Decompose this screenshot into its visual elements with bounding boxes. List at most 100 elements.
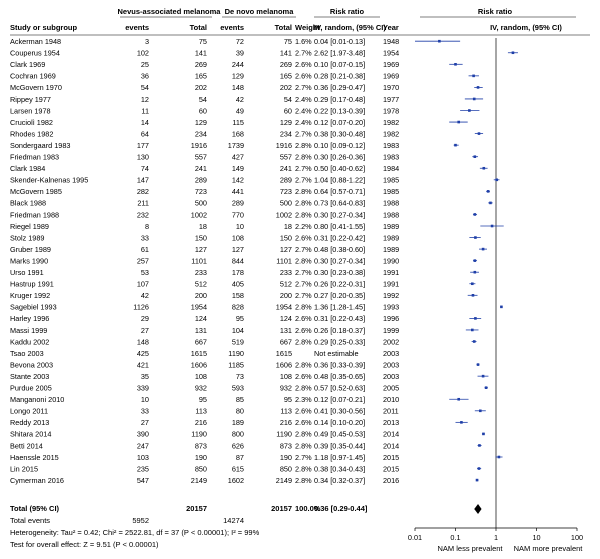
study-year: 2010 <box>383 395 399 404</box>
nevus-events: 36 <box>141 72 149 81</box>
nevus-events: 74 <box>141 164 149 173</box>
study-name: Sagebiel 1993 <box>10 303 57 312</box>
x-tick-label: 100 <box>571 533 583 542</box>
rr-left-subheader: IV, random, (95% CI) <box>314 23 386 32</box>
study-name: Haenssle 2015 <box>10 453 59 462</box>
study-name: Stante 2003 <box>10 372 49 381</box>
denovo-total: 124 <box>280 314 292 323</box>
point-estimate <box>472 74 475 78</box>
study-name: Bevona 2003 <box>10 360 53 369</box>
study-year: 1982 <box>383 118 399 127</box>
nevus-total: 289 <box>195 176 207 185</box>
study-weight: 2.7% <box>295 280 312 289</box>
study-name: Massi 1999 <box>10 326 47 335</box>
denovo-total: 190 <box>280 453 292 462</box>
nevus-events: 257 <box>137 256 149 265</box>
denovo-events: 127 <box>232 245 244 254</box>
denovo-total: 200 <box>280 291 292 300</box>
point-estimate <box>500 305 503 309</box>
study-name: Friedman 1983 <box>10 153 59 162</box>
nevus-total: 127 <box>195 245 207 254</box>
study-year: 1969 <box>383 60 399 69</box>
study-weight: 2.7% <box>295 164 312 173</box>
denovo-total: 1954 <box>276 303 292 312</box>
study-weight: 2.4% <box>295 95 312 104</box>
point-estimate <box>476 86 480 89</box>
nevus-events: 547 <box>137 476 149 485</box>
table-row: Betti 2014 247 873 626 873 2.8% 0.39 [0.35-0.4… <box>10 441 399 450</box>
denovo-events: 626 <box>232 441 244 450</box>
table-row: Haenssle 2015 103 190 87 190 2.7% 1.18 [0.97-1… <box>10 453 399 462</box>
study-name: Skender-Kalnenas 1995 <box>10 176 88 185</box>
point-estimate <box>468 109 471 112</box>
total-label: Total (95% CI) <box>10 504 60 513</box>
denovo-events: 85 <box>236 395 244 404</box>
denovo-total: 1002 <box>276 210 292 219</box>
x-tick-label: 0.1 <box>450 533 460 542</box>
study-name: Friedman 1988 <box>10 210 59 219</box>
study-ci: 2.62 [1.97-3.48] <box>314 49 365 58</box>
study-year: 1983 <box>383 141 399 150</box>
nevus-events: 29 <box>141 314 149 323</box>
denovo-events: 115 <box>232 118 244 127</box>
study-ci: 0.26 [0.22-0.31] <box>314 280 365 289</box>
point-estimate <box>473 270 477 274</box>
study-name: Harley 1996 <box>10 314 49 323</box>
plot-area: 0.01 0.1 1 10 100 <box>408 38 583 542</box>
study-year: 1999 <box>383 326 399 335</box>
table-row: Sagebiel 1993 1126 1954 828 1954 2.8% 1.36 [1.… <box>10 303 399 312</box>
study-weight: 2.4% <box>295 106 312 115</box>
nevus-total: 131 <box>195 326 207 335</box>
study-ci: Not estimable <box>314 349 359 358</box>
study-name: Clark 1969 <box>10 60 45 69</box>
table-row: Cochran 1969 36 165 129 165 2.6% 0.28 [0.21-0.… <box>10 72 399 81</box>
study-year: 1989 <box>383 222 399 231</box>
point-estimate <box>489 201 492 205</box>
study-weight: 2.8% <box>295 256 312 265</box>
denovo-events: 149 <box>232 164 244 173</box>
point-estimate <box>438 39 441 43</box>
nevus-events: 33 <box>141 233 149 242</box>
study-weight: 2.8% <box>295 141 312 150</box>
study-year: 2003 <box>383 349 399 358</box>
nevus-events: 1126 <box>133 303 149 312</box>
denovo-events: 158 <box>232 291 244 300</box>
nevus-total: 723 <box>195 187 207 196</box>
denovo-events: 129 <box>232 72 244 81</box>
denovo-total: 500 <box>280 199 292 208</box>
denovo-events: 42 <box>236 95 244 104</box>
table-row: Friedman 1983 130 557 427 557 2.8% 0.30 [0.26-… <box>10 153 399 162</box>
point-estimate <box>495 178 498 182</box>
denovo-total: 141 <box>280 49 292 58</box>
denovo-total: 202 <box>280 83 292 92</box>
study-ci: 0.48 [0.35-0.65] <box>314 372 365 381</box>
rr-left-header: Risk ratio <box>330 7 365 16</box>
study-year: 1985 <box>383 176 399 185</box>
study-year: 1989 <box>383 233 399 242</box>
denovo-events: 10 <box>236 222 244 231</box>
point-estimate <box>471 328 474 332</box>
study-weight: 2.8% <box>295 360 312 369</box>
denovo-events: 72 <box>236 37 244 46</box>
study-weight: 2.4% <box>295 118 312 127</box>
study-ci: 0.26 [0.18-0.37] <box>314 326 365 335</box>
nevus-total: 141 <box>195 49 207 58</box>
weight-column-header: Weight <box>295 23 320 32</box>
total2-column-header: Total <box>275 23 292 32</box>
table-row: Larsen 1978 11 60 49 60 2.4% 0.22 [0.13-0.39] 1… <box>10 106 399 115</box>
table-row: Tsao 2003 425 1615 1190 1615 Not estimable 200… <box>10 349 399 358</box>
nevus-events: 177 <box>137 141 149 150</box>
point-estimate <box>497 455 501 459</box>
nevus-events: 3 <box>145 37 149 46</box>
total-events1: 5952 <box>132 516 149 525</box>
nevus-events: 53 <box>141 268 149 277</box>
nevus-total: 932 <box>195 384 207 393</box>
study-weight: 2.7% <box>295 268 312 277</box>
study-weight: 2.6% <box>295 60 312 69</box>
nevus-total: 512 <box>195 280 207 289</box>
study-weight: 2.8% <box>295 337 312 346</box>
group2-header: De novo melanoma <box>225 7 295 16</box>
nevus-total: 850 <box>195 464 207 473</box>
denovo-total: 108 <box>280 372 292 381</box>
nevus-events: 247 <box>137 441 149 450</box>
